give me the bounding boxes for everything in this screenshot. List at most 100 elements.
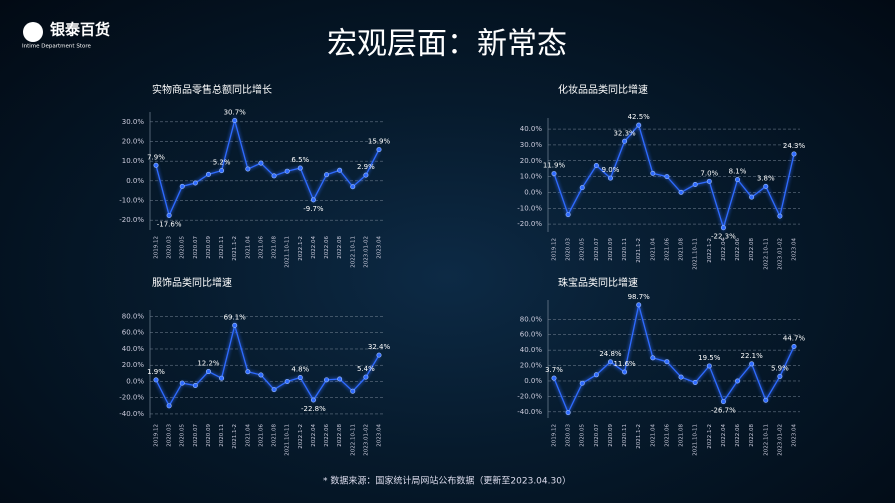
data-label: 7.9% [147,153,165,161]
x-tick-label: 2020.11 [622,424,628,447]
x-tick-label: 2023.01-02 [363,236,369,268]
x-tick-label: 2023.04 [377,424,383,447]
x-tick-label: 2021.10-11 [285,424,291,456]
data-label: 22.1% [741,352,764,360]
y-tick-label: 20.0% [520,157,543,165]
data-label: 8.1% [729,168,747,176]
data-point [749,194,755,200]
x-tick-label: 2020.05 [580,238,586,261]
chart-title: 化妆品品类同比增速 [558,83,648,96]
data-point [763,397,769,403]
series-line [553,304,795,415]
data-point [749,361,755,367]
logo-icon [23,22,43,42]
data-point [607,175,613,181]
data-point [706,363,712,369]
x-tick-label: 2021.1-2 [232,424,238,449]
x-tick-label: 2021.1-2 [636,238,642,263]
x-tick-label: 2021.06 [258,236,264,259]
data-point [735,177,741,183]
y-tick-label: 20.0% [122,361,145,369]
data-point [692,182,698,188]
data-label: 2.9% [357,163,375,171]
x-tick-label: 2020.03 [566,424,572,447]
x-tick-label: 2020.05 [580,424,586,447]
y-tick-label: 40.0% [520,125,543,133]
x-tick-label: 2019.12 [552,424,558,447]
data-point [565,410,571,416]
data-label: 6.5% [291,156,309,164]
data-point [284,378,290,384]
data-label: -17.6% [157,220,182,228]
series-line [155,322,380,408]
x-tick-label: 2020.11 [219,424,225,447]
y-tick-label: -10.0% [517,204,542,212]
x-tick-label: 2020.09 [206,424,212,447]
x-tick-label: 2020.09 [206,236,212,259]
x-tick-label: 2022.04 [721,424,727,447]
x-tick-label: 2022.06 [735,238,741,261]
x-tick-label: 2021.08 [272,236,278,259]
x-tick-label: 2022.1-2 [298,236,304,261]
y-tick-label: -20.0% [517,220,542,228]
logo-subtitle: Intime Department Store [22,44,91,50]
x-tick-label: 2021.10-11 [285,236,291,268]
y-tick-label: 0.0% [524,188,542,196]
x-tick-label: 2022.06 [324,236,330,259]
x-tick-label: 2021.04 [650,424,656,447]
chart-title: 实物商品零售总额同比增长 [152,83,272,96]
x-tick-label: 2021.04 [245,236,251,259]
x-tick-label: 2022.08 [337,236,343,259]
data-point [565,212,571,218]
slide-title: 宏观层面：新常态 [327,27,567,62]
data-point [777,373,783,379]
data-point [622,138,628,144]
data-label: 11.9% [543,162,566,170]
data-label: 5.2% [213,159,231,167]
data-point [376,352,382,358]
x-tick-label: 2019.12 [154,424,160,447]
data-label: 32.3% [613,129,636,137]
y-tick-label: 60.0% [122,329,145,337]
x-tick-label: 2021.06 [258,424,264,447]
data-point [337,167,343,173]
data-label: 3.8% [757,174,775,182]
data-point [245,369,251,375]
x-tick-label: 2020.11 [622,238,628,261]
y-tick-label: -20.0% [517,392,542,400]
data-point [376,147,382,153]
y-tick-label: -40.0% [517,408,542,416]
data-point [363,172,369,178]
data-point [153,377,159,383]
data-point [678,374,684,380]
x-tick-label: 2022.10-11 [350,424,356,456]
data-point [636,122,642,128]
data-label: -26.7% [711,407,736,415]
data-label: 3.7% [545,366,563,374]
y-tick-label: 10.0% [520,173,543,181]
data-label: 24.3% [783,142,806,150]
data-point [166,212,172,218]
data-point [791,151,797,157]
data-label: 42.5% [628,113,651,121]
x-tick-label: 2020.03 [566,238,572,261]
x-tick-label: 2020.05 [180,236,186,259]
x-tick-label: 2022.06 [735,424,741,447]
data-point [678,189,684,195]
x-tick-label: 2020.05 [180,424,186,447]
data-point [310,197,316,203]
x-tick-label: 2023.04 [792,424,798,447]
data-point [284,168,290,174]
x-tick-label: 2020.09 [608,238,614,261]
data-label: -22.3% [711,233,736,241]
data-point [324,377,330,383]
x-tick-label: 2022.04 [311,236,317,259]
data-point [579,380,585,386]
data-point [791,344,797,350]
x-tick-label: 2022.04 [311,424,317,447]
data-point [192,383,198,389]
data-point [650,355,656,361]
y-tick-label: -20.0% [119,394,144,402]
data-point [650,170,656,176]
data-point [777,213,783,219]
